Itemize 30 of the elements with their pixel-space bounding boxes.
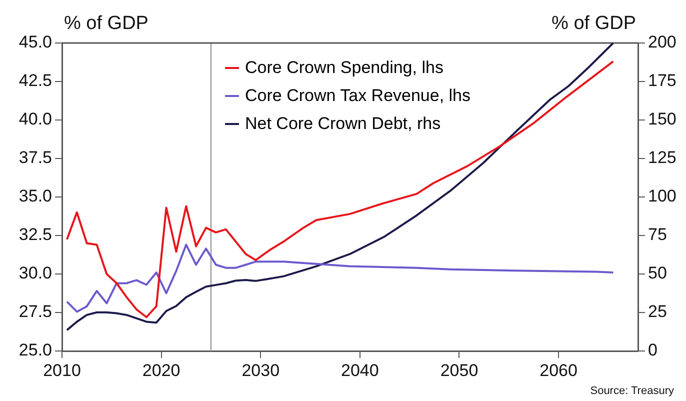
x-tick-label: 2060 <box>540 360 578 380</box>
y2-tick-label: 150 <box>648 110 676 129</box>
x-tick-label: 2010 <box>43 360 81 380</box>
x-tick-label: 2040 <box>341 360 379 380</box>
y-tick-label: 35.0 <box>18 186 52 206</box>
y-tick-label: 40.0 <box>18 110 52 129</box>
y-tick-label: 45.0 <box>18 32 52 52</box>
y-tick-label: 30.0 <box>18 264 52 283</box>
y-tick-label: 42.5 <box>18 71 52 90</box>
y2-tick-label: 25 <box>648 302 667 322</box>
source-note: Source: Treasury <box>590 385 674 397</box>
y2-tick-label: 0 <box>648 340 658 360</box>
y2-tick-label: 200 <box>648 32 676 52</box>
y2-tick-label: 125 <box>648 148 676 168</box>
y2-tick-label: 75 <box>648 225 667 244</box>
legend-label: Core Crown Spending, lhs <box>245 57 444 79</box>
y-axis-title: % of GDP <box>64 13 148 35</box>
y-tick-label: 32.5 <box>18 225 52 244</box>
y2-tick-label: 50 <box>648 264 667 283</box>
x-tick-label: 2050 <box>440 360 478 380</box>
y-tick-label: 25.0 <box>18 340 52 360</box>
legend-label: Core Crown Tax Revenue, lhs <box>245 85 471 107</box>
x-tick-label: 2030 <box>242 360 280 380</box>
y2-tick-label: 100 <box>648 186 676 206</box>
y2-axis-title: % of GDP <box>552 13 636 35</box>
legend-label: Net Core Crown Debt, rhs <box>245 113 441 135</box>
y2-tick-label: 175 <box>648 71 676 90</box>
y-tick-label: 37.5 <box>18 148 52 168</box>
y-tick-label: 27.5 <box>18 302 52 322</box>
x-tick-label: 2020 <box>142 360 180 380</box>
